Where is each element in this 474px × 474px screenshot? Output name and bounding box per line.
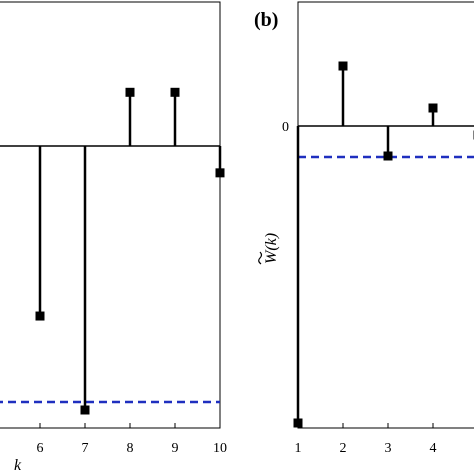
svg-text:W(k): W(k): [263, 233, 280, 264]
panel-b-x-ticks: 12345: [295, 423, 437, 456]
panel-b-marker-2: [338, 61, 348, 71]
panel-a-marker-7: [80, 405, 90, 415]
panel-a-tick-label-6: 6: [37, 441, 44, 456]
panel-a-marker-9: [170, 87, 180, 97]
panel-a-frame: [0, 1, 221, 429]
panel-b-marks: [293, 61, 474, 428]
panel-b-marker-3: [383, 151, 393, 161]
panel-a-marker-6: [35, 311, 45, 321]
panel-a-marker-8: [125, 87, 135, 97]
panel-b-y-tick-0: 0: [282, 120, 289, 135]
panel-b-tick-label-1: 1: [295, 441, 302, 456]
panel-a-marker-10: [215, 168, 225, 178]
panel-a-x-axis-label: k: [14, 457, 22, 474]
panel-a-tick-label-7: 7: [82, 441, 89, 456]
panel-b-label: (b): [254, 9, 278, 31]
panel-b-tick-label-3: 3: [385, 441, 392, 456]
panel-a-tick-label-9: 9: [172, 441, 179, 456]
panel-b-frame: [297, 1, 474, 429]
panel-b-marker-4: [428, 103, 438, 113]
tilde-accent: [258, 251, 263, 265]
panel-b-tick-label-4: 4: [430, 441, 437, 456]
panel-a-tick-label-10: 10: [213, 441, 227, 456]
panel-a-x-ticks: 5678910: [37, 423, 227, 456]
panel-b-y-axis-label: W(k): [258, 233, 280, 265]
panel-a-tick-label-8: 8: [127, 441, 134, 456]
panel-a-marks: [0, 87, 225, 415]
panel-b-tick-label-2: 2: [340, 441, 347, 456]
